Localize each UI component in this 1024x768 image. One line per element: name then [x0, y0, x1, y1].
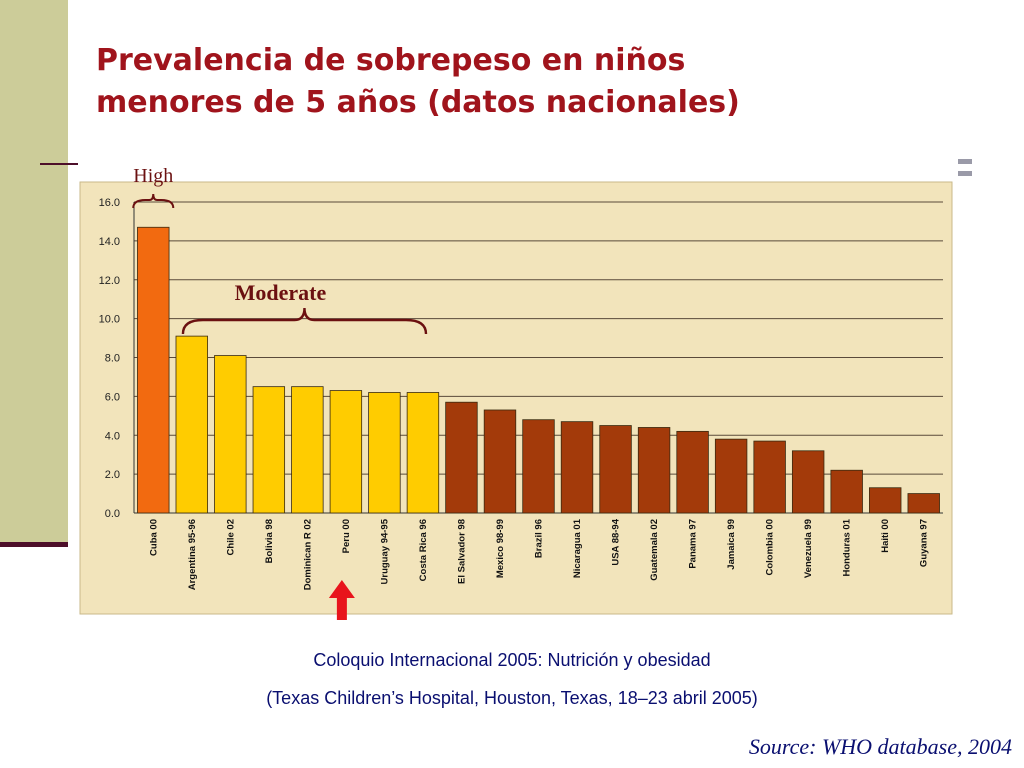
x-tick-label: Venezuela 99	[803, 519, 814, 578]
x-tick-label: Bolivia 98	[264, 519, 275, 563]
bar	[753, 440, 786, 514]
chart-container: 0.0 2.0 4.0 6.0 8.0 10.0 12.0 14.0 16.0 Cuba 00 Ar…	[78, 152, 958, 620]
bar	[214, 355, 247, 514]
x-tick-label: Guyana 97	[919, 519, 930, 567]
bar	[406, 392, 440, 514]
y-tick-label: 0.0	[105, 508, 120, 520]
y-tick-label: 4.0	[105, 430, 120, 442]
caption-line-1: Coloquio Internacional 2005: Nutrición y…	[313, 650, 711, 670]
bar	[522, 419, 555, 514]
x-tick-label: Mexico 98-99	[495, 519, 506, 578]
bar	[599, 425, 632, 514]
y-tick-label: 16.0	[99, 197, 120, 209]
moderate-brace	[181, 307, 428, 335]
bar	[714, 438, 748, 514]
bar	[445, 401, 478, 514]
y-tick-label: 2.0	[105, 469, 120, 481]
high-brace	[132, 193, 175, 209]
side-band	[0, 0, 68, 546]
y-tick-label: 12.0	[99, 275, 120, 287]
side-divider-line	[0, 542, 68, 547]
x-tick-label: USA 88-94	[611, 518, 622, 565]
x-tick-label: Chile 02	[225, 519, 236, 555]
title-rule	[40, 163, 80, 165]
bar	[252, 386, 286, 514]
bar	[175, 335, 208, 514]
x-tick-label: Cuba 00	[148, 519, 159, 556]
y-tick-label: 10.0	[99, 314, 120, 326]
bar-chart: 0.0 2.0 4.0 6.0 8.0 10.0 12.0 14.0 16.0 Cuba 00 Ar…	[79, 165, 953, 620]
y-tick-label: 6.0	[105, 391, 120, 403]
x-tick-label: Nicaragua 01	[572, 518, 583, 578]
x-tick-label: Guatemala 02	[649, 519, 660, 581]
x-tick-label: Peru 00	[341, 519, 352, 553]
bar	[869, 487, 902, 514]
x-tick-label: Honduras 01	[842, 518, 853, 576]
bar	[368, 392, 401, 514]
x-tick-label: Uruguay 94-95	[379, 518, 390, 584]
caption-line-2: (Texas Children’s Hospital, Houston, Tex…	[266, 688, 758, 708]
moderate-label: Moderate	[235, 280, 327, 305]
bar	[676, 430, 709, 514]
title-line-1: Prevalencia de sobrepeso en niños	[96, 43, 686, 78]
bar	[907, 493, 940, 514]
x-tick-label: El Salvador 98	[456, 519, 467, 584]
x-tick-label: Colombia 00	[765, 519, 776, 576]
bar	[483, 409, 517, 514]
title-line-2: menores de 5 años (datos nacionales)	[96, 85, 740, 120]
x-tick-label: Jamaica 99	[726, 519, 737, 570]
y-tick-label: 8.0	[105, 353, 120, 365]
high-label: High	[133, 165, 173, 187]
x-tick-label: Panama 97	[688, 519, 699, 569]
highlight-arrow-icon	[328, 580, 355, 620]
bar	[830, 469, 863, 514]
x-tick-label: Argentina 95-96	[187, 519, 198, 590]
decor-square-bottom	[958, 171, 972, 176]
chart-panel	[79, 181, 953, 615]
bar	[291, 386, 324, 514]
bar	[329, 390, 363, 514]
bar	[560, 421, 594, 514]
x-tick-label: Haiti 00	[880, 519, 891, 553]
page-title: Prevalencia de sobrepeso en niños menore…	[96, 40, 976, 124]
x-tick-label: Brazil 96	[534, 519, 545, 558]
y-tick-label: 14.0	[99, 236, 120, 248]
source-note: Source: WHO database, 2004	[748, 734, 1012, 759]
x-tick-label: Dominican R 02	[302, 519, 313, 590]
x-tick-label: Costa Rica 96	[418, 519, 429, 581]
decor-square-top	[958, 159, 972, 164]
bar	[791, 450, 825, 514]
bar	[637, 427, 671, 514]
bar	[137, 226, 170, 514]
